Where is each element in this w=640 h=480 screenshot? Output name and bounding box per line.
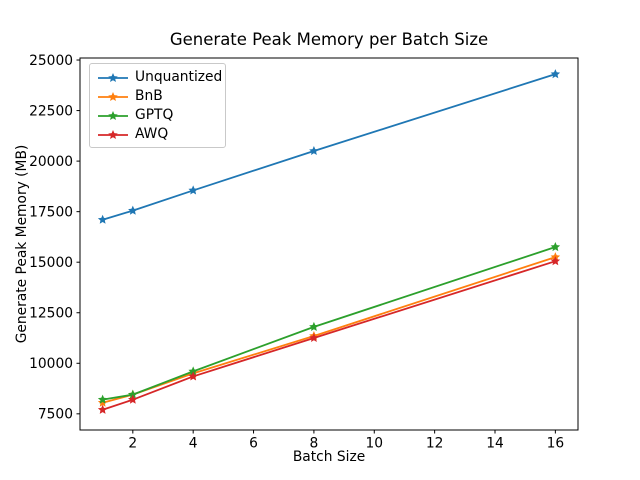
- marker-star-awq: [128, 394, 138, 404]
- y-tick-label: 7500: [38, 407, 73, 423]
- legend-entry-gptq: GPTQ: [97, 106, 219, 125]
- marker-star-unquantized: [550, 69, 561, 79]
- legend-line-star-icon: [97, 108, 129, 122]
- y-tick-label: 22500: [29, 103, 73, 119]
- marker-star-awq: [188, 371, 198, 381]
- legend-entry-awq: AWQ: [97, 124, 219, 143]
- legend-line-star-icon: [97, 70, 129, 84]
- marker-star-unquantized: [188, 185, 198, 195]
- legend-label: AWQ: [135, 125, 169, 142]
- marker-star-unquantized: [128, 205, 138, 215]
- y-tick-label: 20000: [29, 154, 73, 170]
- plot-frame: [79, 57, 579, 431]
- x-tick-label: 16: [547, 436, 565, 452]
- marker-star-gptq: [188, 366, 198, 376]
- x-tick-label: 12: [426, 436, 444, 452]
- legend-label: BnB: [135, 88, 163, 105]
- legend-entry-unquantized: Unquantized: [97, 68, 223, 87]
- legend-line-star-icon: [97, 89, 129, 103]
- x-axis-label: Batch Size: [292, 449, 366, 465]
- x-tick-label: 14: [486, 436, 504, 452]
- marker-star-gptq: [97, 394, 108, 404]
- y-tick-label: 12500: [29, 306, 73, 322]
- legend-label: Unquantized: [135, 69, 223, 86]
- legend-label: GPTQ: [135, 106, 174, 123]
- marker-star-gptq: [128, 389, 138, 399]
- series-line-awq: [101, 260, 557, 411]
- x-tick-label: 4: [189, 436, 198, 452]
- marker-star-unquantized: [97, 214, 108, 224]
- marker-star-gptq: [550, 242, 561, 252]
- marker-star-awq: [550, 256, 561, 266]
- x-tick-label: 2: [128, 436, 137, 452]
- x-tick-label: 8: [310, 436, 319, 452]
- y-tick-label: 17500: [29, 204, 73, 220]
- y-tick-label: 10000: [29, 356, 73, 372]
- marker-star-bnb: [97, 397, 108, 407]
- marker-star-gptq: [309, 321, 319, 331]
- x-tick-label: 6: [249, 436, 258, 452]
- legend-entry-bnb: BnB: [97, 87, 219, 106]
- y-tick-label: 25000: [29, 53, 73, 69]
- legend: Unquantized BnB GPTQ AWQ: [89, 63, 226, 148]
- marker-star-unquantized: [309, 146, 319, 156]
- chart-title: Generate Peak Memory per Batch Size: [169, 30, 489, 49]
- marker-star-awq: [97, 404, 108, 414]
- y-tick-label: 15000: [29, 255, 73, 271]
- marker-star-awq: [309, 333, 319, 343]
- x-tick-label: 10: [365, 436, 383, 452]
- series-line-gptq: [101, 246, 557, 401]
- legend-line-star-icon: [97, 127, 129, 141]
